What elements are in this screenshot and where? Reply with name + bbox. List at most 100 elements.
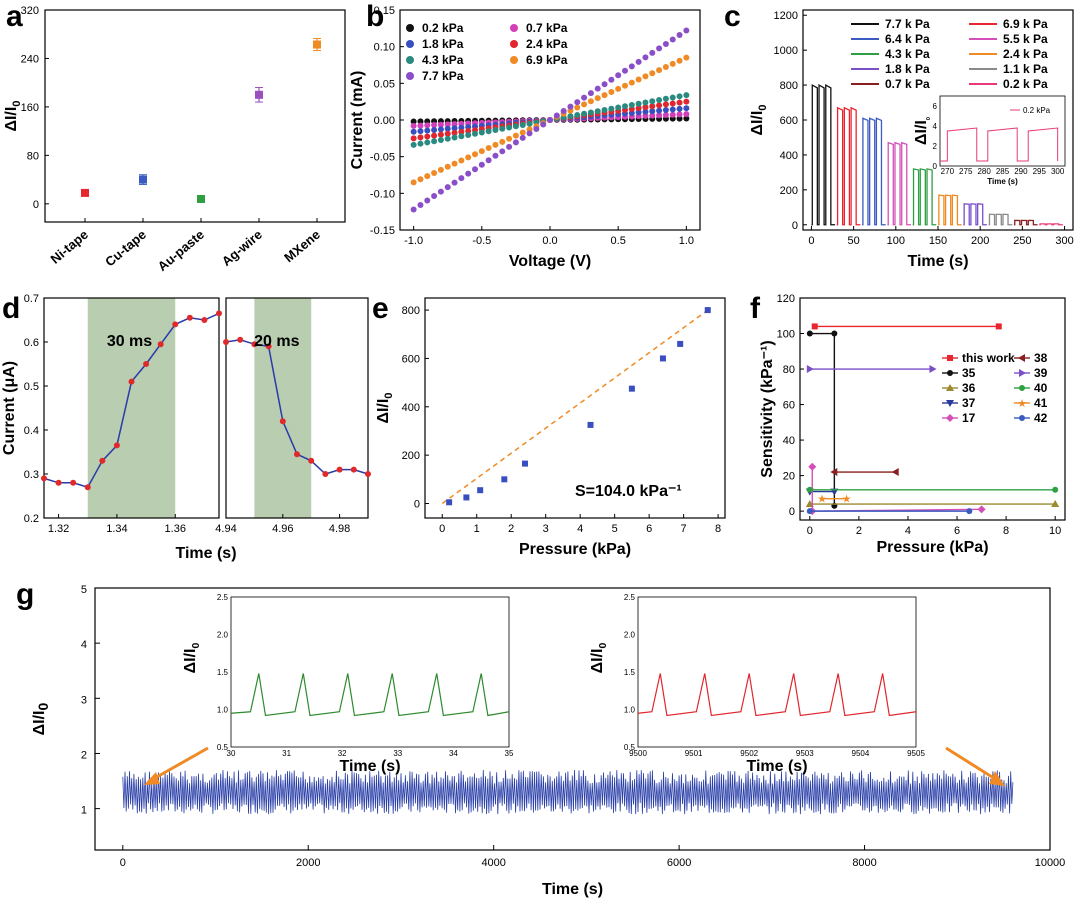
- x-tick-label: 1.0: [679, 235, 694, 247]
- data-point: [139, 176, 147, 184]
- series-marker: [996, 323, 1002, 329]
- data-point: [424, 128, 430, 134]
- series-marker: [1019, 385, 1025, 391]
- series-marker: ★: [1017, 398, 1027, 410]
- x-tick-label: 5: [612, 523, 618, 535]
- x-tick-label: 6: [646, 523, 652, 535]
- y-tick-label: 240: [21, 53, 39, 65]
- legend-label: 36: [962, 381, 976, 395]
- x-tick-label: 1: [474, 523, 480, 535]
- x-tick-label: 50: [848, 235, 860, 247]
- data-point: [143, 361, 149, 367]
- plot-frame: [45, 10, 345, 222]
- series-marker: [978, 505, 986, 513]
- data-point: [527, 121, 533, 127]
- data-point: [424, 134, 430, 140]
- y-tick-label: 800: [402, 305, 420, 317]
- inset-x-tick-label: 9505: [907, 749, 925, 758]
- data-point: [622, 68, 628, 74]
- data-point: [588, 90, 594, 96]
- inset-y-tick-label: 1.0: [217, 706, 229, 715]
- data-point: [458, 158, 464, 164]
- inset-x-tick-label: 300: [1051, 167, 1065, 176]
- x-tick-label: 10000: [1035, 857, 1066, 869]
- y-tick-label: 600: [402, 353, 420, 365]
- x-tick-label: 200: [971, 235, 989, 247]
- data-point: [472, 151, 478, 157]
- panel-label-d: d: [2, 292, 20, 325]
- series-line: [989, 214, 1013, 224]
- data-point: [622, 103, 628, 109]
- data-point: [513, 123, 519, 129]
- data-point: [677, 32, 683, 38]
- data-point: [85, 484, 91, 490]
- data-point: [223, 339, 229, 345]
- data-point: [642, 73, 648, 79]
- inset-y-tick-label: 1.5: [624, 668, 636, 677]
- data-point: [705, 307, 711, 313]
- shaded-region: [254, 298, 311, 518]
- legend-label: this work: [962, 351, 1015, 365]
- data-point: [670, 101, 676, 107]
- data-point: [458, 133, 464, 139]
- inset-x-axis-label: Time (s): [987, 177, 1018, 186]
- y-tick-label: 1: [81, 805, 87, 817]
- data-point: [452, 134, 458, 140]
- series-marker: [1019, 369, 1026, 377]
- data-point: [595, 86, 601, 92]
- data-point: [602, 92, 608, 98]
- legend-label: 42: [1034, 411, 1048, 425]
- y-tick-label: 0.5: [24, 381, 39, 393]
- inset-y-tick-label: 2.5: [217, 593, 229, 602]
- panel-label-e: e: [372, 292, 389, 325]
- inset-legend-label: 0.2 kPa: [1023, 106, 1051, 115]
- data-point: [472, 131, 478, 137]
- data-point: [602, 81, 608, 87]
- figure-canvas: a b c d e f g 080160240320Ni-tape Cu-tape…: [0, 0, 1080, 906]
- data-point: [417, 134, 423, 140]
- y-tick-label: -0.15: [370, 225, 395, 237]
- data-point: [438, 137, 444, 143]
- legend-marker: [406, 40, 414, 48]
- y-axis-label: ΔI/I0: [589, 643, 609, 674]
- data-point: [255, 91, 263, 99]
- y-tick-label: -0.05: [370, 152, 395, 164]
- x-tick-label: 8: [1003, 525, 1009, 537]
- y-axis-label: ΔI/I0: [31, 702, 51, 735]
- legend-marker: [510, 56, 518, 64]
- inset-y-tick-label: 2.5: [624, 593, 636, 602]
- data-point: [683, 55, 689, 61]
- inset-y-tick-label: 2.0: [217, 631, 229, 640]
- data-point: [431, 138, 437, 144]
- legend-label: 4.3 kPa: [422, 53, 464, 67]
- y-tick-label: 80: [783, 364, 795, 376]
- series-marker: [930, 365, 937, 373]
- series-marker: [831, 331, 837, 337]
- data-point: [636, 101, 642, 107]
- x-tick-label: 4.96: [272, 523, 293, 535]
- inset-x-tick-label: 285: [996, 167, 1010, 176]
- y-tick-label: 2: [81, 749, 87, 761]
- legend-label: 37: [962, 396, 976, 410]
- data-point: [649, 50, 655, 56]
- data-point: [513, 139, 519, 145]
- legend-label: 7.7 kPa: [422, 69, 464, 83]
- data-point: [294, 451, 300, 457]
- y-tick-label: 600: [780, 115, 798, 127]
- x-tick-label: 6000: [667, 857, 691, 869]
- data-point: [417, 123, 423, 129]
- x-tick-label: 8000: [852, 857, 876, 869]
- data-point: [670, 95, 676, 101]
- series-marker: ★: [817, 494, 827, 506]
- y-tick-label: 0.6: [24, 337, 39, 349]
- y-tick-label: 4: [81, 639, 87, 651]
- plots-layer: 080160240320Ni-tape Cu-tape Au-paste Ag-wir…: [1, 5, 1074, 898]
- data-point: [411, 206, 417, 212]
- data-point: [424, 122, 430, 128]
- legend-label: 1.1 k Pa: [1003, 62, 1048, 76]
- panel-a: 080160240320Ni-tape Cu-tape Au-paste Ag-wir…: [3, 5, 345, 274]
- data-point: [567, 104, 573, 110]
- series-marker: [947, 370, 953, 376]
- series-line: [913, 169, 937, 225]
- data-point: [636, 76, 642, 82]
